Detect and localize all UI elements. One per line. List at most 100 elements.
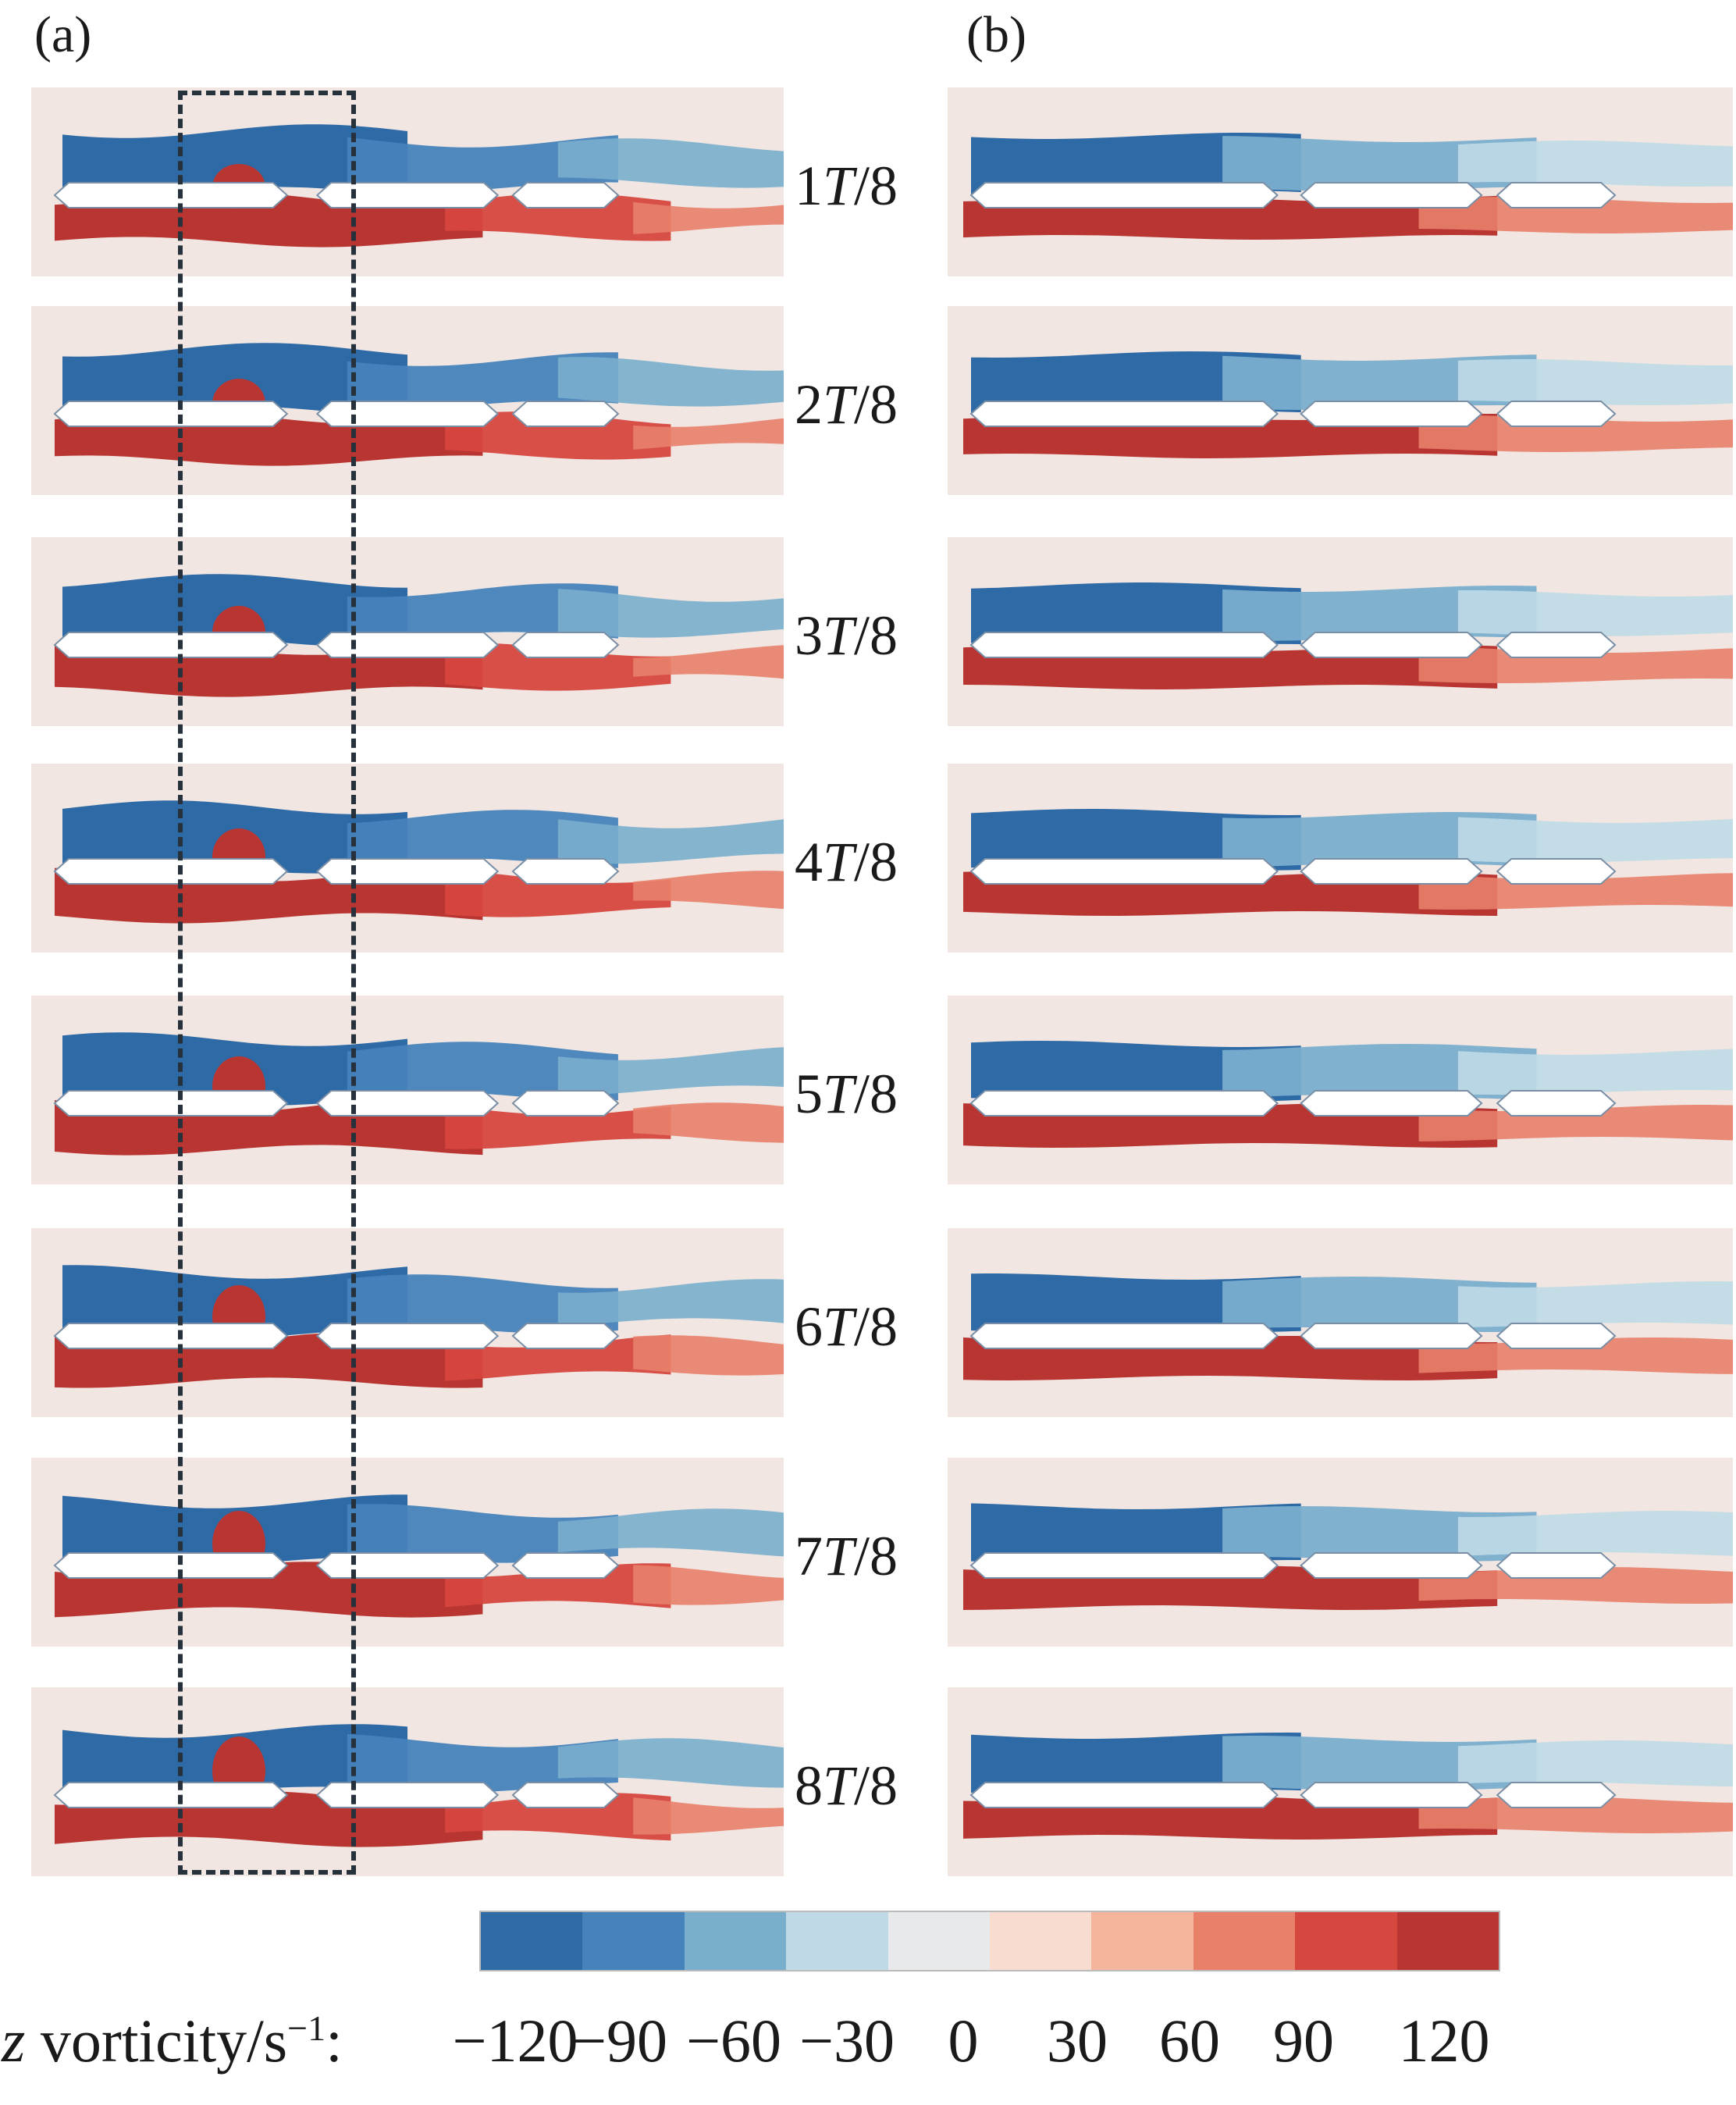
snapshot-a xyxy=(31,87,784,276)
colorbar-swatch xyxy=(786,1912,888,1970)
snapshot-b xyxy=(948,87,1733,276)
body-outline xyxy=(1300,1323,1483,1349)
vorticity-layer xyxy=(445,1793,671,1841)
vorticity-layer xyxy=(633,871,784,910)
body-outline xyxy=(969,1552,1279,1579)
body-outline xyxy=(969,182,1279,208)
vorticity-layer xyxy=(62,124,407,198)
vorticity-layer xyxy=(347,810,618,868)
colorbar-swatch xyxy=(888,1912,991,1970)
body-outline xyxy=(1300,1552,1483,1579)
time-label-den: /8 xyxy=(854,1295,898,1358)
colorbar-swatch xyxy=(684,1912,787,1970)
body-outline xyxy=(1496,1552,1617,1579)
vorticity-layer xyxy=(445,1563,671,1608)
body-outline xyxy=(511,632,620,658)
snapshot-b-field xyxy=(963,809,1733,916)
snapshot-a xyxy=(31,537,784,726)
vorticity-layer xyxy=(1418,1105,1733,1142)
snapshot-b xyxy=(948,306,1733,495)
snapshot-a-field xyxy=(53,1032,784,1156)
body-outline xyxy=(53,632,289,658)
colorbar-tick: 90 xyxy=(1273,2007,1334,2075)
colorbar-tick: 30 xyxy=(1047,2007,1108,2075)
vorticity-layer xyxy=(1457,1281,1733,1327)
colorbar-title: z vorticity/s−1: xyxy=(2,2011,343,2071)
snapshot-b xyxy=(948,1228,1733,1417)
time-label-var: T xyxy=(823,1754,855,1817)
time-label-var: T xyxy=(823,155,855,217)
snapshot-b xyxy=(948,537,1733,726)
vorticity-layer xyxy=(1457,359,1733,405)
colorbar-tick: 60 xyxy=(1159,2007,1220,2075)
vorticity-layer xyxy=(445,869,671,917)
vorticity-layer xyxy=(347,352,618,411)
body-outline xyxy=(1300,632,1483,658)
snapshot-b-field xyxy=(963,133,1733,240)
snapshot-a-field xyxy=(53,1265,784,1388)
time-label: 7T/8 xyxy=(795,1528,898,1584)
vorticity-layer xyxy=(557,1047,784,1096)
body-outline xyxy=(1300,1782,1483,1808)
highlight-dashed-box xyxy=(178,91,356,1875)
snapshot-a xyxy=(31,306,784,495)
body-outline xyxy=(1300,1090,1483,1117)
body-outline xyxy=(1496,632,1617,658)
vorticity-layer xyxy=(347,135,618,193)
time-label-den: /8 xyxy=(854,1754,898,1817)
colorbar-swatch xyxy=(1193,1912,1296,1970)
colorbar-tick: −90 xyxy=(572,2007,667,2075)
vorticity-layer xyxy=(445,1334,671,1381)
time-label-num: 2 xyxy=(795,373,823,436)
body-outline xyxy=(511,1782,620,1808)
time-label-den: /8 xyxy=(854,373,898,436)
vorticity-layer xyxy=(1418,415,1733,452)
snapshot-b-field xyxy=(963,1041,1733,1148)
snapshot-b-field xyxy=(963,582,1733,689)
body-outline xyxy=(315,1323,500,1349)
colorbar-swatch xyxy=(990,1912,1092,1970)
colorbar-tick: −120 xyxy=(452,2007,578,2075)
vorticity-layer xyxy=(557,1738,784,1788)
body-outline xyxy=(1496,1782,1617,1808)
vorticity-layer xyxy=(971,351,1301,413)
body-outline xyxy=(315,1552,500,1579)
vorticity-layer xyxy=(445,1105,671,1149)
colorbar-swatch xyxy=(1295,1912,1397,1970)
vorticity-layer xyxy=(971,1503,1301,1565)
body-outline xyxy=(969,632,1279,658)
body-outline xyxy=(1300,401,1483,427)
vorticity-layer xyxy=(557,1279,784,1327)
time-label-den: /8 xyxy=(854,1525,898,1587)
body-outline xyxy=(53,1782,289,1808)
time-label-num: 3 xyxy=(795,604,823,667)
time-label-num: 8 xyxy=(795,1754,823,1817)
vorticity-layer xyxy=(557,357,784,407)
vorticity-layer xyxy=(1457,1511,1733,1556)
time-label: 8T/8 xyxy=(795,1758,898,1814)
time-label: 5T/8 xyxy=(795,1066,898,1122)
snapshot-a xyxy=(31,1228,784,1417)
snapshot-b xyxy=(948,764,1733,953)
body-outline xyxy=(315,1782,500,1808)
body-outline xyxy=(969,1323,1279,1349)
vorticity-layer xyxy=(557,1508,784,1557)
colorbar-tick: −30 xyxy=(799,2007,895,2075)
body-outline xyxy=(53,182,289,208)
vorticity-layer xyxy=(971,1273,1301,1335)
body-outline xyxy=(53,858,289,885)
panel-a-label: (a) xyxy=(34,6,92,63)
snapshot-a xyxy=(31,996,784,1184)
body-outline xyxy=(1300,858,1483,885)
time-label-num: 1 xyxy=(795,155,823,217)
vorticity-layer xyxy=(347,1274,618,1334)
body-outline xyxy=(511,182,620,208)
body-outline xyxy=(969,401,1279,427)
panel-b-label: (b) xyxy=(966,6,1026,63)
time-label-num: 5 xyxy=(795,1063,823,1125)
colorbar-unit-exponent: −1 xyxy=(287,2008,326,2048)
vorticity-layer xyxy=(445,411,671,460)
snapshot-b-field xyxy=(963,1733,1733,1840)
vorticity-layer xyxy=(1418,1337,1733,1374)
colorbar-swatch xyxy=(1091,1912,1194,1970)
